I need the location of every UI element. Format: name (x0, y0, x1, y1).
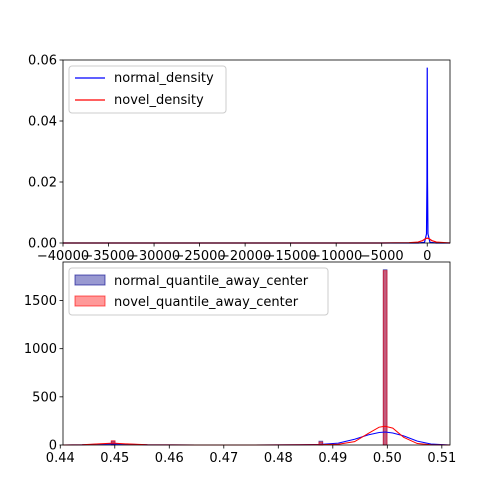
top-y-tick-label: 0.04 (28, 115, 57, 130)
top-y-tick-label: 0.06 (28, 54, 57, 69)
top-x-tick-label: −25000 (173, 249, 225, 264)
top-plot-frame (62, 59, 451, 244)
bottom-x-tick-label: 0.46 (155, 451, 184, 466)
bottom-y-tick-label: 1000 (24, 342, 57, 357)
top-x-tick-label: −15000 (265, 249, 317, 264)
top-x-tick-label: −10000 (310, 249, 362, 264)
top-x-tick-label: −5000 (360, 249, 404, 264)
top-legend-label-2: novel_density (114, 93, 204, 108)
bottom-legend-box (68, 267, 329, 316)
top-series-line-1 (63, 67, 450, 244)
kde-line-2 (62, 425, 451, 446)
bottom-legend-swatch-1 (74, 274, 106, 286)
bottom-plot-kde-lines (62, 425, 451, 446)
bottom-x-tick-label: 0.51 (427, 451, 456, 466)
bottom-histogram-plot: 0.44 0.45 0.46 0.47 0.48 0.49 0.50 0.51 0 500 100… (24, 261, 456, 466)
bottom-x-tick-label: 0.50 (373, 451, 402, 466)
top-plot-y-ticks: 0.00 0.02 0.04 0.06 (28, 54, 63, 252)
bottom-plot-frame (62, 261, 451, 446)
bottom-legend-swatch-2 (74, 295, 106, 307)
bottom-legend-label-2: novel_quantile_away_center (114, 295, 299, 310)
bottom-x-tick-label: 0.47 (209, 451, 238, 466)
top-x-tick-label: −30000 (128, 249, 180, 264)
bottom-legend-label-1: normal_quantile_away_center (114, 274, 309, 289)
top-y-tick-label: 0.02 (28, 176, 57, 191)
top-x-tick-label: −35000 (82, 249, 134, 264)
top-x-tick-label: 0 (423, 249, 431, 264)
bottom-x-tick-label: 0.44 (46, 451, 75, 466)
bottom-plot-y-ticks: 0 500 1000 1500 (24, 294, 63, 454)
top-plot-legend: normal_density novel_density (68, 65, 227, 114)
top-density-plot: −40000−35000−30000−25000−20000−15000−100… (28, 54, 451, 264)
bottom-x-tick-label: 0.48 (264, 451, 293, 466)
top-x-tick-label: −20000 (219, 249, 271, 264)
bottom-x-tick-label: 0.45 (100, 451, 129, 466)
bottom-y-tick-label: 500 (32, 390, 57, 405)
top-legend-label-1: normal_density (114, 71, 214, 86)
bottom-y-tick-label: 0 (49, 439, 57, 454)
bottom-y-tick-label: 1500 (24, 294, 57, 309)
top-x-tick-label: −40000 (37, 249, 89, 264)
top-legend-box (68, 65, 227, 114)
top-plot-x-ticks: −40000−35000−30000−25000−20000−15000−100… (37, 243, 431, 264)
bottom-plot-legend: normal_quantile_away_center novel_quanti… (68, 267, 329, 316)
top-y-tick-label: 0.00 (28, 237, 57, 252)
bottom-x-tick-label: 0.49 (318, 451, 347, 466)
histogram-bar (382, 270, 388, 446)
bottom-plot-x-ticks: 0.44 0.45 0.46 0.47 0.48 0.49 0.50 0.51 (46, 445, 456, 466)
